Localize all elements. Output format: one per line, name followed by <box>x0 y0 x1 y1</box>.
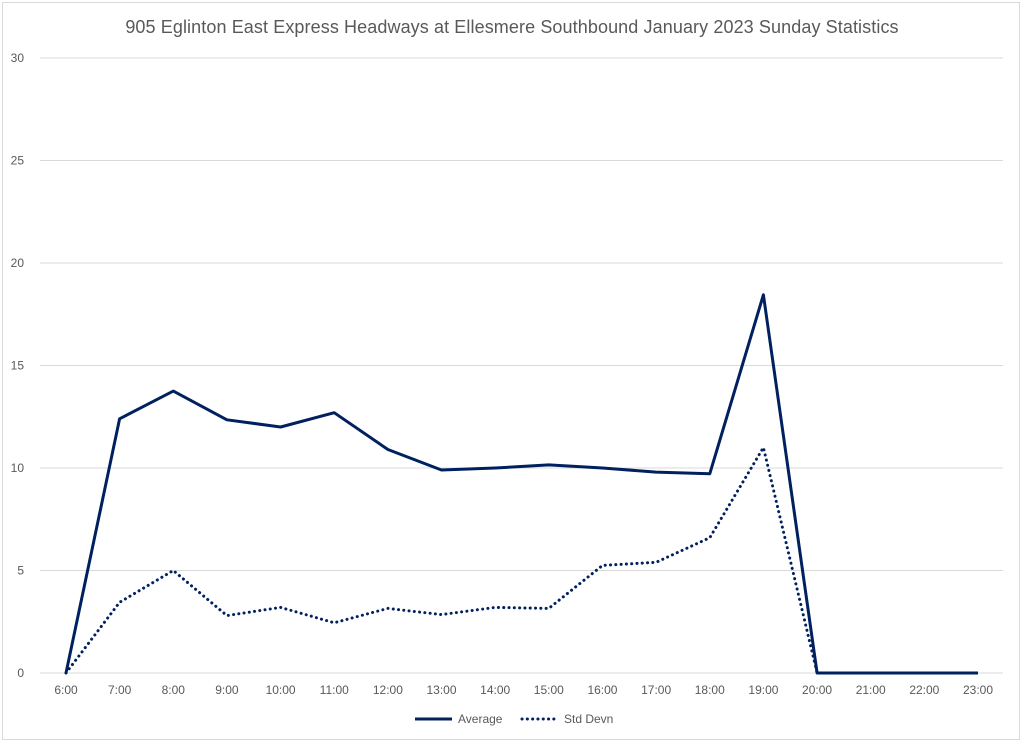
y-axis-ticks: 0 5 10 15 20 25 30 <box>11 51 25 680</box>
y-tick-label: 25 <box>11 154 25 168</box>
x-tick-label: 20:00 <box>802 683 832 697</box>
y-tick-label: 20 <box>11 256 25 270</box>
x-tick-label: 15:00 <box>534 683 564 697</box>
legend-label: Average <box>458 712 503 726</box>
x-tick-label: 16:00 <box>587 683 617 697</box>
x-tick-label: 9:00 <box>215 683 239 697</box>
y-tick-label: 5 <box>17 564 24 578</box>
x-tick-label: 12:00 <box>373 683 403 697</box>
legend: Average Std Devn <box>415 712 613 726</box>
x-tick-label: 19:00 <box>748 683 778 697</box>
x-tick-label: 21:00 <box>856 683 886 697</box>
gridlines <box>40 57 1003 674</box>
x-tick-label: 14:00 <box>480 683 510 697</box>
legend-label: Std Devn <box>564 712 613 726</box>
series-line-std-devn <box>64 446 819 675</box>
x-tick-label: 23:00 <box>963 683 993 697</box>
y-tick-label: 30 <box>11 51 25 65</box>
series-group <box>64 293 979 675</box>
y-tick-label: 0 <box>17 666 24 680</box>
x-tick-label: 7:00 <box>108 683 132 697</box>
x-tick-label: 8:00 <box>162 683 186 697</box>
x-axis-ticks: 6:00 7:00 8:00 9:00 10:00 11:00 12:00 13:00 14:0… <box>54 683 993 697</box>
x-tick-label: 6:00 <box>54 683 78 697</box>
y-tick-label: 15 <box>11 359 25 373</box>
x-tick-label: 18:00 <box>695 683 725 697</box>
chart-title: 905 Eglinton East Express Headways at El… <box>125 17 899 37</box>
x-tick-label: 10:00 <box>266 683 296 697</box>
y-tick-label: 10 <box>11 461 25 475</box>
x-tick-label: 22:00 <box>909 683 939 697</box>
x-tick-label: 13:00 <box>427 683 457 697</box>
x-tick-label: 17:00 <box>641 683 671 697</box>
x-tick-label: 11:00 <box>320 683 349 697</box>
series-line-average <box>64 293 978 675</box>
